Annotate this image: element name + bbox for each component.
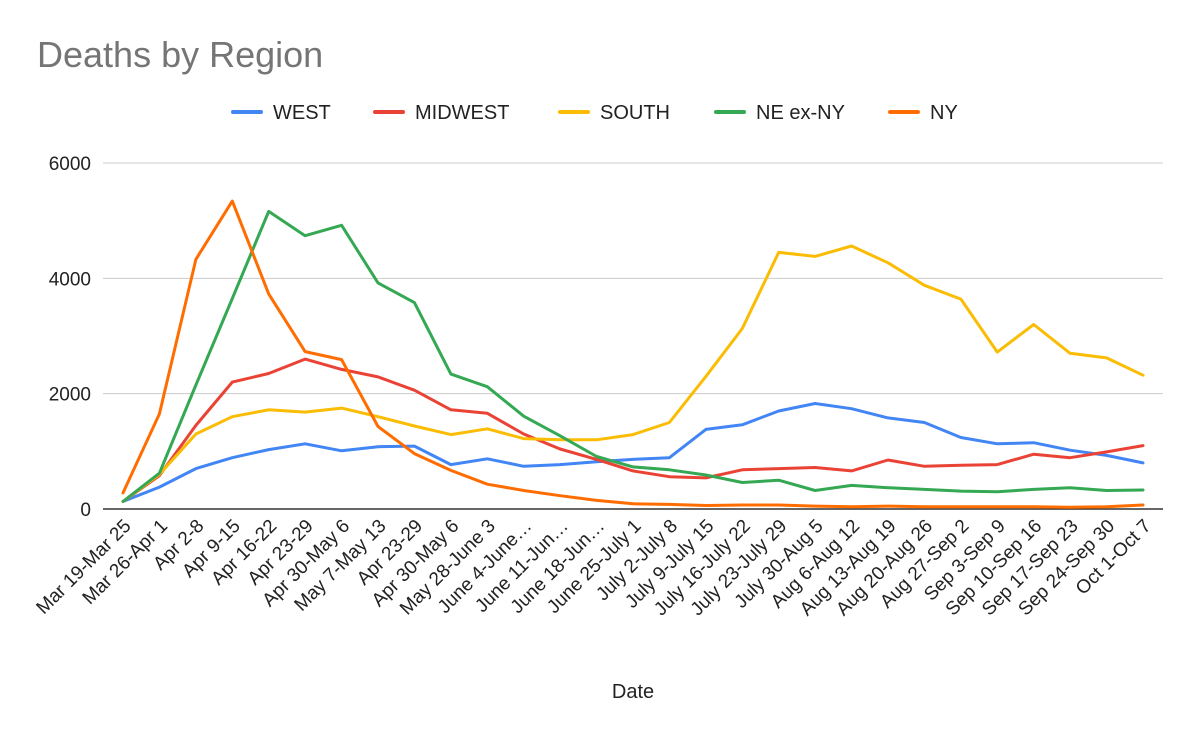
series-line-midwest xyxy=(121,357,1145,503)
legend: WEST MIDWEST SOUTH NE ex-NY NY xyxy=(231,102,958,124)
legend-label: MIDWEST xyxy=(415,102,509,124)
legend-label: WEST xyxy=(273,102,331,124)
x-axis-title: Date xyxy=(612,681,654,703)
y-tick-label: 0 xyxy=(80,500,91,521)
y-tick-label: 6000 xyxy=(49,154,91,175)
legend-label: SOUTH xyxy=(600,102,670,124)
y-tick-label: 4000 xyxy=(49,269,91,290)
series-line-ny xyxy=(121,199,1145,509)
chart-title: Deaths by Region xyxy=(37,34,324,75)
series-line-west xyxy=(121,402,1145,503)
legend-label: NY xyxy=(930,102,958,124)
y-tick-label: 2000 xyxy=(49,385,91,406)
y-axis-ticks: 0 2000 4000 6000 xyxy=(49,154,91,521)
series-line-south xyxy=(121,244,1145,503)
series-line-ne-ex-ny xyxy=(121,209,1145,503)
gridlines xyxy=(103,162,1163,510)
legend-label: NE ex-NY xyxy=(756,102,845,124)
series-lines xyxy=(121,199,1145,509)
